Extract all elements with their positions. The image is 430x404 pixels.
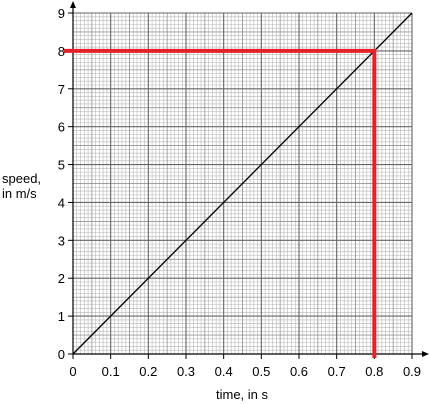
x-tick-label: 0 bbox=[69, 364, 76, 379]
x-tick-label: 0.8 bbox=[365, 364, 383, 379]
x-tick-label: 0.7 bbox=[328, 364, 346, 379]
x-tick-label: 0.9 bbox=[403, 364, 421, 379]
x-tick-label: 0.6 bbox=[290, 364, 308, 379]
x-tick-label: 0.1 bbox=[102, 364, 120, 379]
y-tick-label: 6 bbox=[58, 120, 65, 135]
minor-grid bbox=[73, 13, 412, 354]
y-tick-label: 7 bbox=[58, 82, 65, 97]
annotation-layer bbox=[64, 48, 377, 358]
x-tick-label: 0.5 bbox=[252, 364, 270, 379]
y-tick-label: 4 bbox=[58, 195, 65, 210]
x-axis-arrow-icon bbox=[422, 351, 429, 357]
y-tick-label: 9 bbox=[58, 6, 65, 21]
speed-line bbox=[72, 12, 413, 355]
x-axis-label: time, in s bbox=[216, 387, 269, 402]
x-tick-label: 0.4 bbox=[215, 364, 233, 379]
y-axis-arrow-icon bbox=[70, 1, 76, 8]
x-tick-label: 0.2 bbox=[139, 364, 157, 379]
series-layer bbox=[72, 12, 413, 355]
y-axis-label-line-2: in m/s bbox=[2, 186, 37, 201]
tick-labels: 0 0.1 0.2 0.3 0.4 0.5 0.6 0.7 0.8 0.9 0 1 2 3 4 5 6 7 8 9 bbox=[58, 6, 421, 379]
y-tick-label: 8 bbox=[58, 44, 65, 59]
y-axis-label-line-1: speed, bbox=[2, 171, 41, 186]
y-tick-label: 1 bbox=[58, 309, 65, 324]
y-tick-label: 5 bbox=[58, 158, 65, 173]
y-tick-label: 0 bbox=[58, 347, 65, 362]
y-tick-label: 3 bbox=[58, 233, 65, 248]
x-tick-label: 0.3 bbox=[177, 364, 195, 379]
y-tick-label: 2 bbox=[58, 271, 65, 286]
